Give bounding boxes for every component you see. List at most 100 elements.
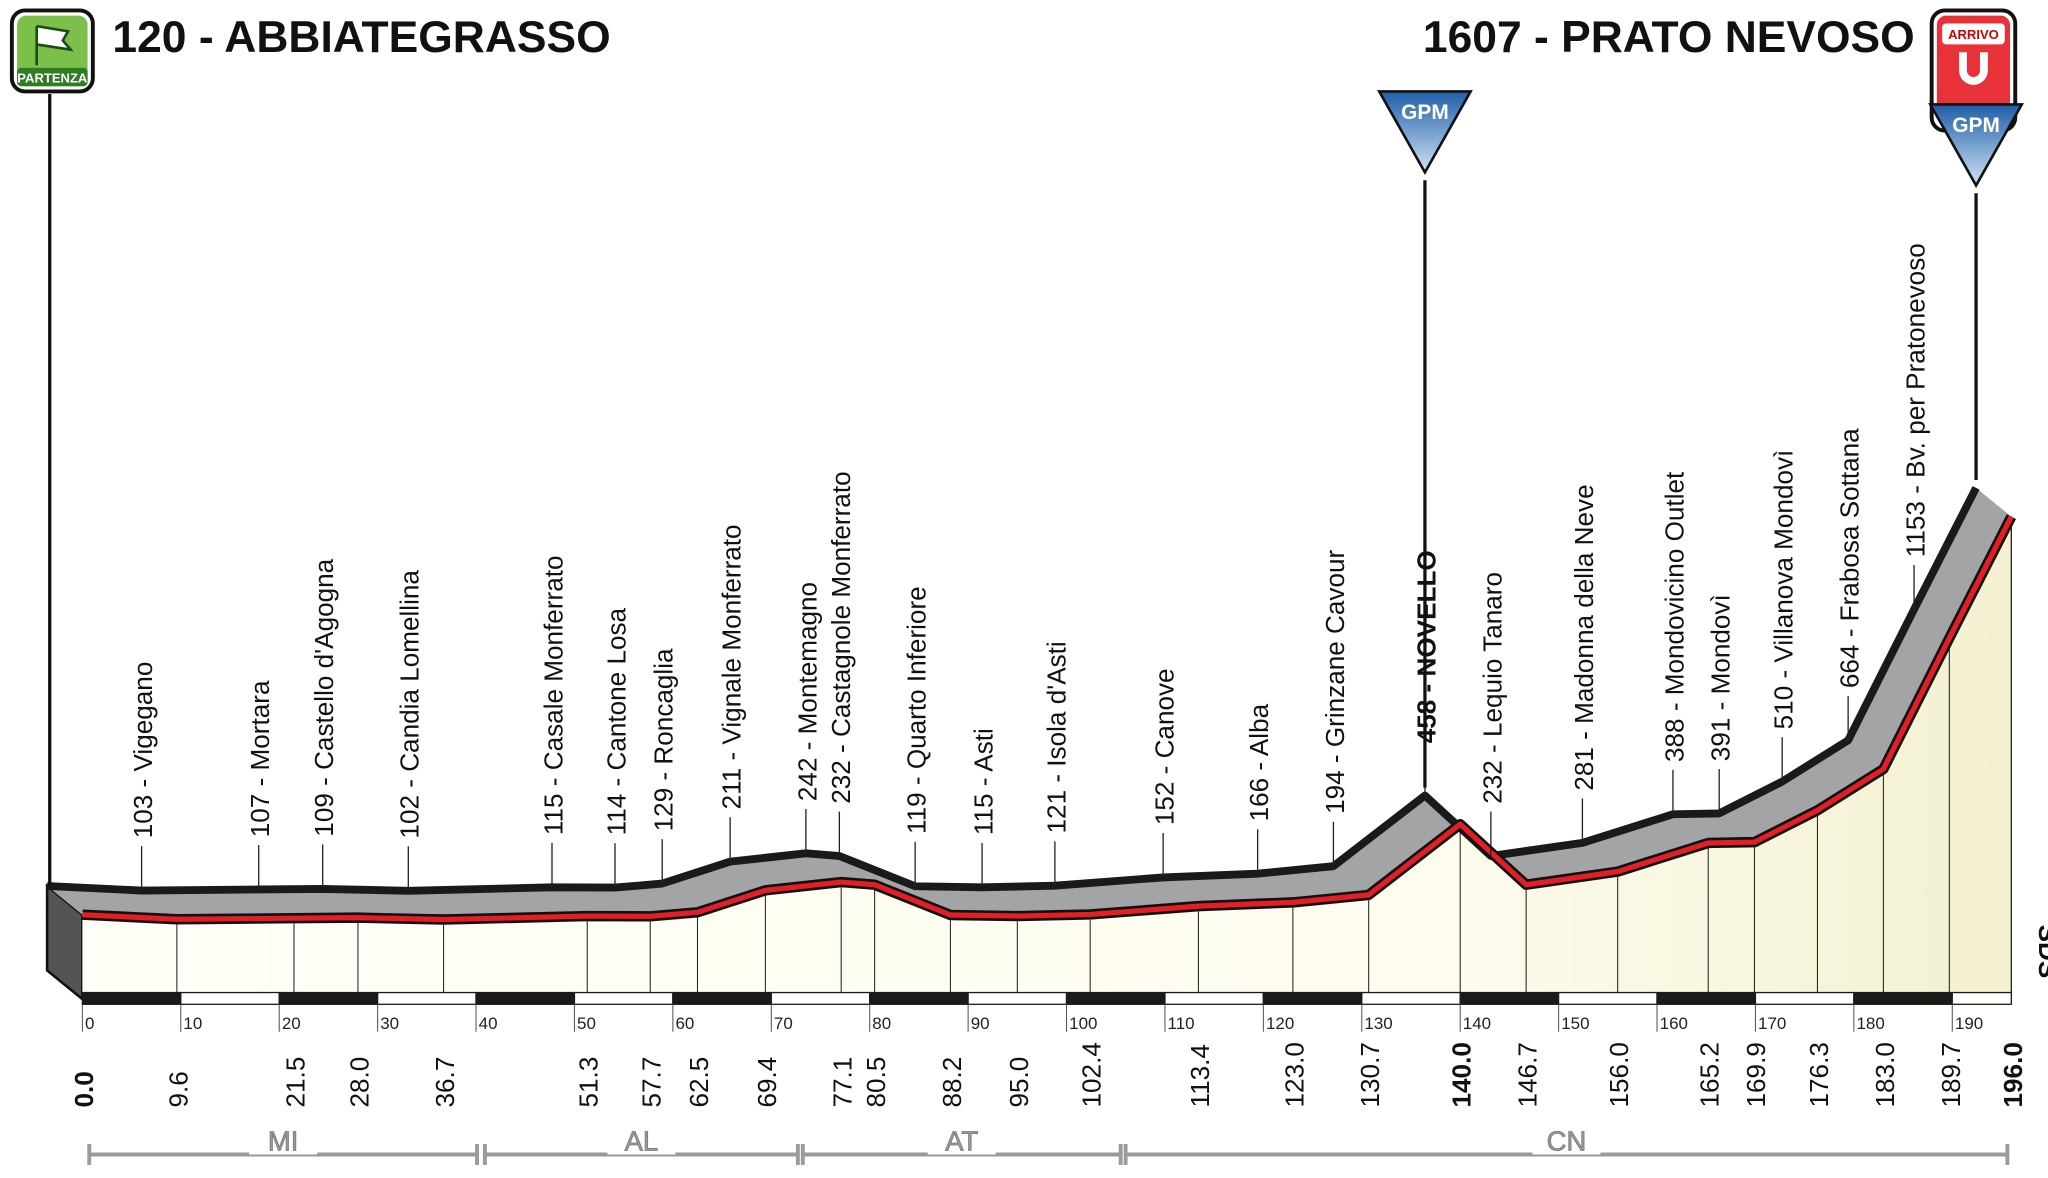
waypoint-km: 0.0 — [69, 1071, 99, 1107]
region-label-bg — [249, 1128, 318, 1155]
km-tick-label: 140 — [1463, 1014, 1491, 1033]
waypoint-km: 146.7 — [1513, 1042, 1543, 1107]
waypoint-km: 176.3 — [1804, 1042, 1834, 1107]
finish-badge-label: ARRIVO — [1948, 27, 1999, 42]
km-bar-segment — [1951, 991, 2012, 1005]
waypoint-km: 189.7 — [1936, 1042, 1966, 1107]
km-bar-segment — [770, 991, 871, 1005]
start-badge: PARTENZA — [9, 8, 95, 94]
km-bar-segment — [1853, 991, 1953, 1005]
waypoint-label: 129 - Roncaglia — [649, 648, 679, 831]
region-label-bg — [607, 1128, 676, 1155]
km-bar-segment — [81, 991, 182, 1005]
km-bar-segment — [278, 991, 379, 1005]
km-tick-label: 180 — [1856, 1014, 1884, 1033]
waypoint-label: 152 - Canove — [1150, 668, 1180, 825]
waypoint-label: 388 - Mondovicino Outlet — [1659, 471, 1689, 762]
km-tick-label: 170 — [1758, 1014, 1786, 1033]
waypoint-km: 9.6 — [163, 1071, 193, 1107]
km-tick-label: 130 — [1364, 1014, 1392, 1033]
region-label-bg — [927, 1128, 996, 1155]
waypoint-label: 510 - Villanova Mondovì — [1769, 450, 1799, 730]
finish-title: 1607 - PRATO NEVOSO — [1423, 13, 1915, 62]
profile-line — [82, 515, 2014, 923]
waypoint-km: 156.0 — [1604, 1042, 1634, 1107]
waypoint-km: 51.3 — [574, 1057, 604, 1108]
finish-badge: ARRIVO — [1929, 8, 2018, 133]
waypoint-km: 36.7 — [430, 1057, 460, 1108]
waypoint-label: 119 - Quarto Inferiore — [902, 586, 932, 834]
waypoint-km: 21.5 — [280, 1057, 310, 1108]
km-tick-label: 20 — [282, 1014, 301, 1033]
region-label: MI — [268, 1126, 298, 1157]
waypoint-label: 109 - Castello d'Agogna — [309, 558, 339, 836]
waypoint-label: 232 - Lequio Tanaro — [1477, 572, 1507, 804]
region-label: AL — [625, 1126, 659, 1157]
km-tick-label: 30 — [380, 1014, 399, 1033]
region-label: AT — [945, 1126, 978, 1157]
gpm-label: GPM — [1952, 114, 2000, 137]
km-bar-segment — [180, 991, 280, 1005]
km-tick-label: 110 — [1168, 1014, 1195, 1033]
km-tick-label: 100 — [1069, 1014, 1097, 1033]
waypoint-km: 62.5 — [684, 1057, 714, 1108]
waypoint-label: 1153 - Bv. per Pratonevoso — [1901, 243, 1931, 557]
km-bar-segment — [1262, 991, 1363, 1005]
km-tick-label: 40 — [479, 1014, 498, 1033]
region-label-bg — [1532, 1128, 1601, 1155]
km-tick-label: 0 — [85, 1014, 94, 1033]
waypoint-label: 115 - Asti — [969, 728, 999, 835]
km-tick-label: 70 — [774, 1014, 793, 1033]
waypoint-km: 88.2 — [937, 1057, 967, 1108]
waypoint-km: 196.0 — [1998, 1042, 2028, 1107]
km-bar-segment — [967, 991, 1068, 1005]
waypoint-km: 28.0 — [344, 1057, 374, 1108]
km-bar-segment — [376, 991, 477, 1005]
waypoint-label: 194 - Grinzane Cavour — [1320, 549, 1350, 813]
gpm-marker — [1376, 90, 1473, 176]
km-bar-segment — [672, 991, 772, 1005]
waypoint-label: 281 - Madonna della Neve — [1569, 484, 1599, 790]
side-label: SDS — [2033, 925, 2048, 979]
waypoint-km: 130.7 — [1355, 1042, 1385, 1107]
km-tick-label: 160 — [1660, 1014, 1688, 1033]
km-tick-label: 120 — [1266, 1014, 1294, 1033]
waypoint-label: 115 - Casale Monferrato — [538, 555, 568, 835]
km-bar-segment — [1557, 991, 1658, 1005]
waypoint-label: 107 - Mortara — [245, 680, 275, 837]
waypoint-km: 80.5 — [861, 1057, 891, 1108]
km-bar-segment — [1459, 991, 1560, 1005]
gpm-marker — [1928, 103, 2025, 189]
km-bar-segment — [1361, 991, 1461, 1005]
start-badge-label: PARTENZA — [17, 70, 88, 85]
gpm-label: GPM — [1401, 101, 1449, 124]
waypoint-km: 165.2 — [1695, 1042, 1725, 1107]
km-tick-label: 50 — [577, 1014, 596, 1033]
km-bar-segment — [1754, 991, 1855, 1005]
km-bar-segment — [475, 991, 576, 1005]
waypoint-label: 166 - Alba — [1244, 703, 1274, 821]
waypoint-label: 121 - Isola d'Asti — [1041, 641, 1071, 833]
waypoint-km: 140.0 — [1447, 1042, 1477, 1107]
waypoint-km: 113.4 — [1185, 1044, 1215, 1107]
waypoint-km: 57.7 — [637, 1057, 667, 1108]
waypoint-label: 391 - Mondovì — [1706, 594, 1736, 761]
waypoint-km: 95.0 — [1004, 1057, 1034, 1108]
km-bar-segment — [1656, 991, 1757, 1005]
waypoint-km: 169.9 — [1741, 1042, 1771, 1107]
waypoint-label: 232 - Castagnole Monferrato — [826, 471, 856, 803]
start-title: 120 - ABBIATEGRASSO — [112, 13, 610, 62]
waypoint-km: 77.1 — [828, 1057, 858, 1108]
km-bar-segment — [573, 991, 674, 1005]
waypoint-label: 211 - Vignale Monferrato — [717, 524, 747, 809]
km-tick-label: 10 — [183, 1014, 202, 1033]
profile-area — [82, 516, 2012, 1000]
km-tick-label: 80 — [872, 1014, 891, 1033]
waypoint-label: 114 - Cantone Losa — [601, 607, 631, 835]
waypoint-label: 242 - Montemagno — [792, 582, 822, 801]
km-tick-label: 90 — [971, 1014, 990, 1033]
waypoint-km: 102.4 — [1077, 1042, 1107, 1107]
waypoint-km: 123.0 — [1279, 1042, 1309, 1107]
km-bar-segment — [1065, 991, 1166, 1005]
